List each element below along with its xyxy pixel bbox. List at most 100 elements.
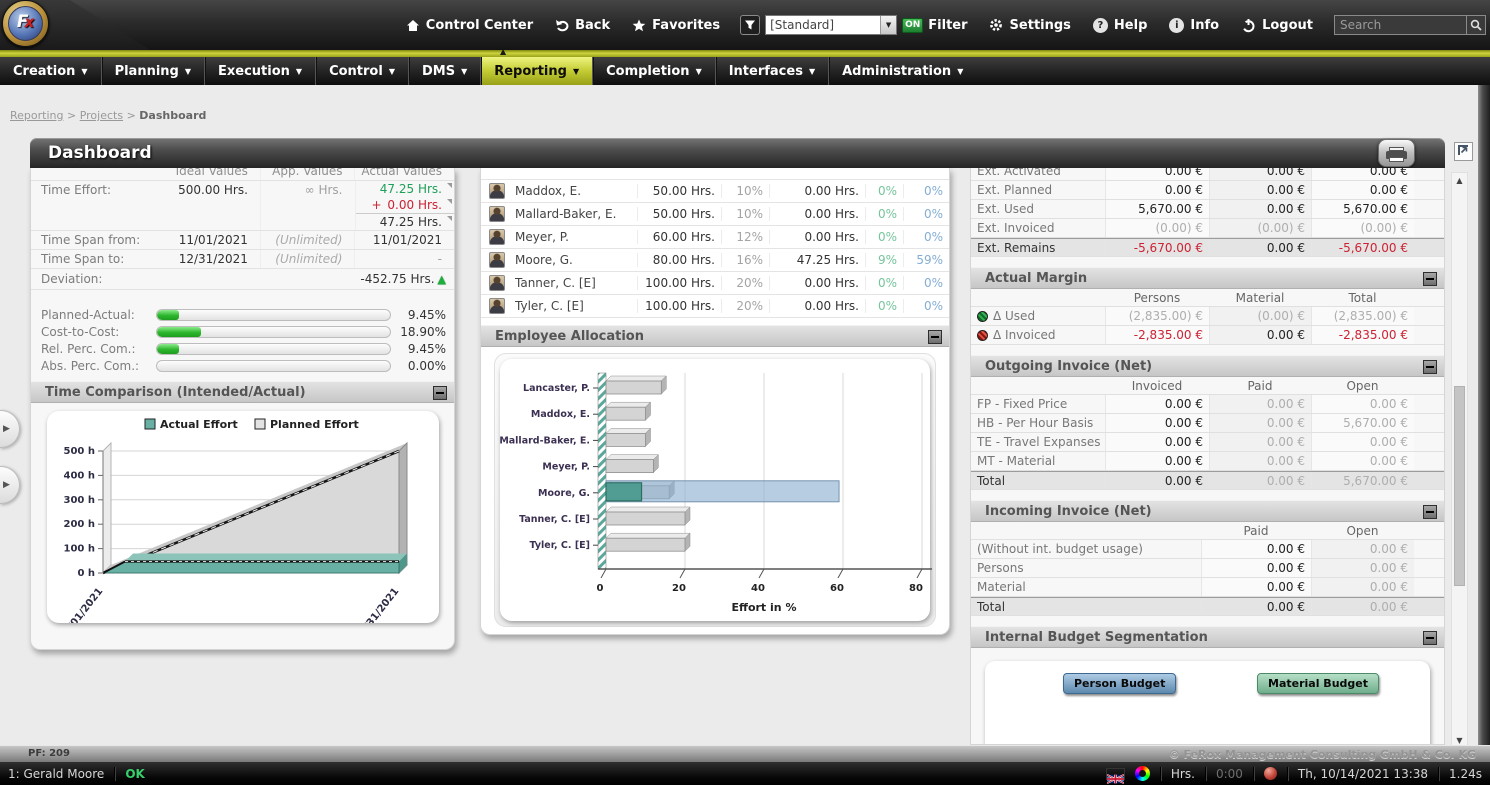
menu-item-administration[interactable]: Administration ▼ xyxy=(828,57,976,85)
time-effort-total[interactable]: 47.25 Hrs. xyxy=(355,213,454,230)
breadcrumb-current: Dashboard xyxy=(139,109,207,122)
breadcrumb-link-reporting[interactable]: Reporting xyxy=(10,109,64,122)
planned-hours: 100.00 Hrs. xyxy=(637,276,721,290)
cell-value: 0.00 € xyxy=(1209,239,1311,256)
scrollbar-thumb[interactable] xyxy=(1454,386,1465,586)
control-center-button[interactable]: Control Center xyxy=(395,18,544,33)
window-edge xyxy=(1478,85,1490,745)
collapse-button[interactable] xyxy=(928,330,942,344)
progress-value: 9.45% xyxy=(407,341,446,356)
help-label: Help xyxy=(1113,17,1148,33)
search-input[interactable] xyxy=(1335,16,1466,34)
svg-text:200 h: 200 h xyxy=(63,519,94,530)
collapse-button[interactable] xyxy=(1423,272,1437,286)
menu-accent-strip: ▲ xyxy=(0,47,1490,57)
external-budget-table: Ext. Activated 0.00 €0.00 €0.00 € Ext. Pla… xyxy=(971,168,1444,257)
filter-funnel-icon[interactable] xyxy=(740,15,761,35)
collapse-button[interactable] xyxy=(1423,631,1437,645)
breadcrumb: Reporting > Projects > Dashboard xyxy=(10,109,206,122)
planned-hours: 80.00 Hrs. xyxy=(637,253,721,267)
scroll-down-button[interactable]: ▼ xyxy=(1456,736,1463,745)
menu-item-completion[interactable]: Completion ▼ xyxy=(592,57,715,85)
breadcrumb-link-projects[interactable]: Projects xyxy=(79,109,124,122)
chevron-down-icon: ▼ xyxy=(695,66,702,76)
span-to-actual: - xyxy=(354,250,454,268)
chevron-down-icon: ▼ xyxy=(184,66,192,76)
menu-item-planning[interactable]: Planning ▼ xyxy=(100,57,204,85)
progress-indicators: Planned-Actual: 9.45% Cost-to-Cost: 18.90% R… xyxy=(31,306,454,374)
settings-button[interactable]: Settings xyxy=(977,17,1082,33)
favorites-button[interactable]: Favorites xyxy=(621,18,731,33)
cell-value: 0.00 € xyxy=(1201,540,1311,558)
collapse-button[interactable] xyxy=(1423,505,1437,519)
info-button[interactable]: i Info xyxy=(1158,17,1230,33)
svg-text:80: 80 xyxy=(909,583,923,594)
menu-item-reporting[interactable]: Reporting ▼ xyxy=(480,57,593,85)
time-effort-open[interactable]: +0.00 Hrs. xyxy=(356,197,454,213)
printer-icon xyxy=(1379,147,1414,162)
svg-text:11/01/2021: 11/01/2021 xyxy=(57,586,104,623)
divider xyxy=(1159,766,1161,781)
left-panel-expander-2[interactable]: ▶ xyxy=(0,466,20,504)
left-panel-expander-1[interactable]: ▶ xyxy=(0,410,20,448)
menu-item-creation[interactable]: Creation ▼ xyxy=(0,57,101,85)
record-status-icon[interactable] xyxy=(1263,767,1277,780)
cell-value: -2,835.00 € xyxy=(1105,326,1209,344)
menu-item-interfaces[interactable]: Interfaces ▼ xyxy=(714,57,828,85)
collapse-button[interactable] xyxy=(1423,360,1437,374)
planned-percent: 20% xyxy=(721,299,769,313)
filter-preset-select[interactable]: [Standard] ▼ xyxy=(765,15,898,35)
menu-item-label: Interfaces xyxy=(728,63,803,79)
minus-icon xyxy=(1426,366,1434,368)
employee-name: Meyer, P. xyxy=(515,230,569,244)
back-icon xyxy=(555,19,569,32)
employee-row[interactable]: Mallard-Baker, E. 50.00 Hrs. 10% 0.00 Hrs. 0… xyxy=(481,203,949,226)
employee-row[interactable]: Tyler, C. [E] 100.00 Hrs. 20% 0.00 Hrs. 0% 0% xyxy=(481,295,949,318)
scroll-up-button[interactable]: ▲ xyxy=(1456,176,1463,185)
employee-row[interactable]: Tanner, C. [E] 100.00 Hrs. 20% 0.00 Hrs. 0% 0… xyxy=(481,272,949,295)
time-effort-used[interactable]: 47.25 Hrs. xyxy=(356,181,454,197)
maximize-button[interactable] xyxy=(1454,142,1473,161)
color-wheel-icon[interactable] xyxy=(1134,766,1150,781)
section-title: Internal Budget Segmentation xyxy=(985,630,1208,645)
svg-text:Effort in %: Effort in % xyxy=(732,601,797,614)
column-header: Paid xyxy=(1247,378,1273,393)
employee-name: Tanner, C. [E] xyxy=(515,276,596,290)
logout-button[interactable]: Logout xyxy=(1230,18,1324,33)
person-budget-button[interactable]: Person Budget xyxy=(1063,673,1177,694)
allocation-percent: 0% xyxy=(903,230,949,244)
uk-flag-icon[interactable] xyxy=(1105,767,1125,784)
actual-hours: 0.00 Hrs. xyxy=(769,276,865,290)
help-button[interactable]: ? Help xyxy=(1082,17,1158,33)
summary-header-row: Ideal Values App. Values Actual Values xyxy=(31,168,454,181)
filter-on-toggle[interactable]: ON xyxy=(902,17,924,33)
column-header: Open xyxy=(1346,523,1379,538)
employee-row[interactable]: Moore, G. 80.00 Hrs. 16% 47.25 Hrs. 9% 59% xyxy=(481,249,949,272)
cell-value: 0.00 € xyxy=(1201,578,1311,596)
material-budget-button[interactable]: Material Budget xyxy=(1257,673,1379,694)
print-button[interactable] xyxy=(1378,139,1415,167)
employee-row[interactable]: Meyer, P. 60.00 Hrs. 12% 0.00 Hrs. 0% 0% xyxy=(481,226,949,249)
table-row: Persons 0.00 €0.00 € xyxy=(971,559,1444,578)
cell-value: 0.00 € xyxy=(1311,452,1414,470)
menu-item-control[interactable]: Control ▼ xyxy=(315,57,408,85)
cell-value: (2,835.00) € xyxy=(1105,307,1209,325)
employee-row[interactable]: Maddox, E. 50.00 Hrs. 10% 0.00 Hrs. 0% 0% xyxy=(481,180,949,203)
menu-item-execution[interactable]: Execution ▼ xyxy=(204,57,315,85)
collapse-button[interactable] xyxy=(433,386,447,400)
minus-icon xyxy=(1426,511,1434,513)
back-button[interactable]: Back xyxy=(544,18,621,33)
col-header-app-values: App. Values xyxy=(259,168,355,180)
employee-table: Maddox, E. 50.00 Hrs. 10% 0.00 Hrs. 0% 0% Mall… xyxy=(481,168,949,318)
logout-label: Logout xyxy=(1262,17,1313,33)
app-logo[interactable]: Fx xyxy=(2,0,49,47)
menu-item-label: Reporting xyxy=(494,63,567,79)
planned-percent: 12% xyxy=(721,230,769,244)
cell-value: 0.00 € xyxy=(1105,433,1209,451)
row-label: Deviation: xyxy=(41,272,103,286)
menu-item-dms[interactable]: DMS ▼ xyxy=(407,57,480,85)
hours-label[interactable]: Hrs. xyxy=(1170,766,1195,781)
column-header: Open xyxy=(1346,378,1379,393)
row-label: Ext. Activated xyxy=(977,168,1061,178)
search-icon[interactable] xyxy=(1466,16,1485,34)
